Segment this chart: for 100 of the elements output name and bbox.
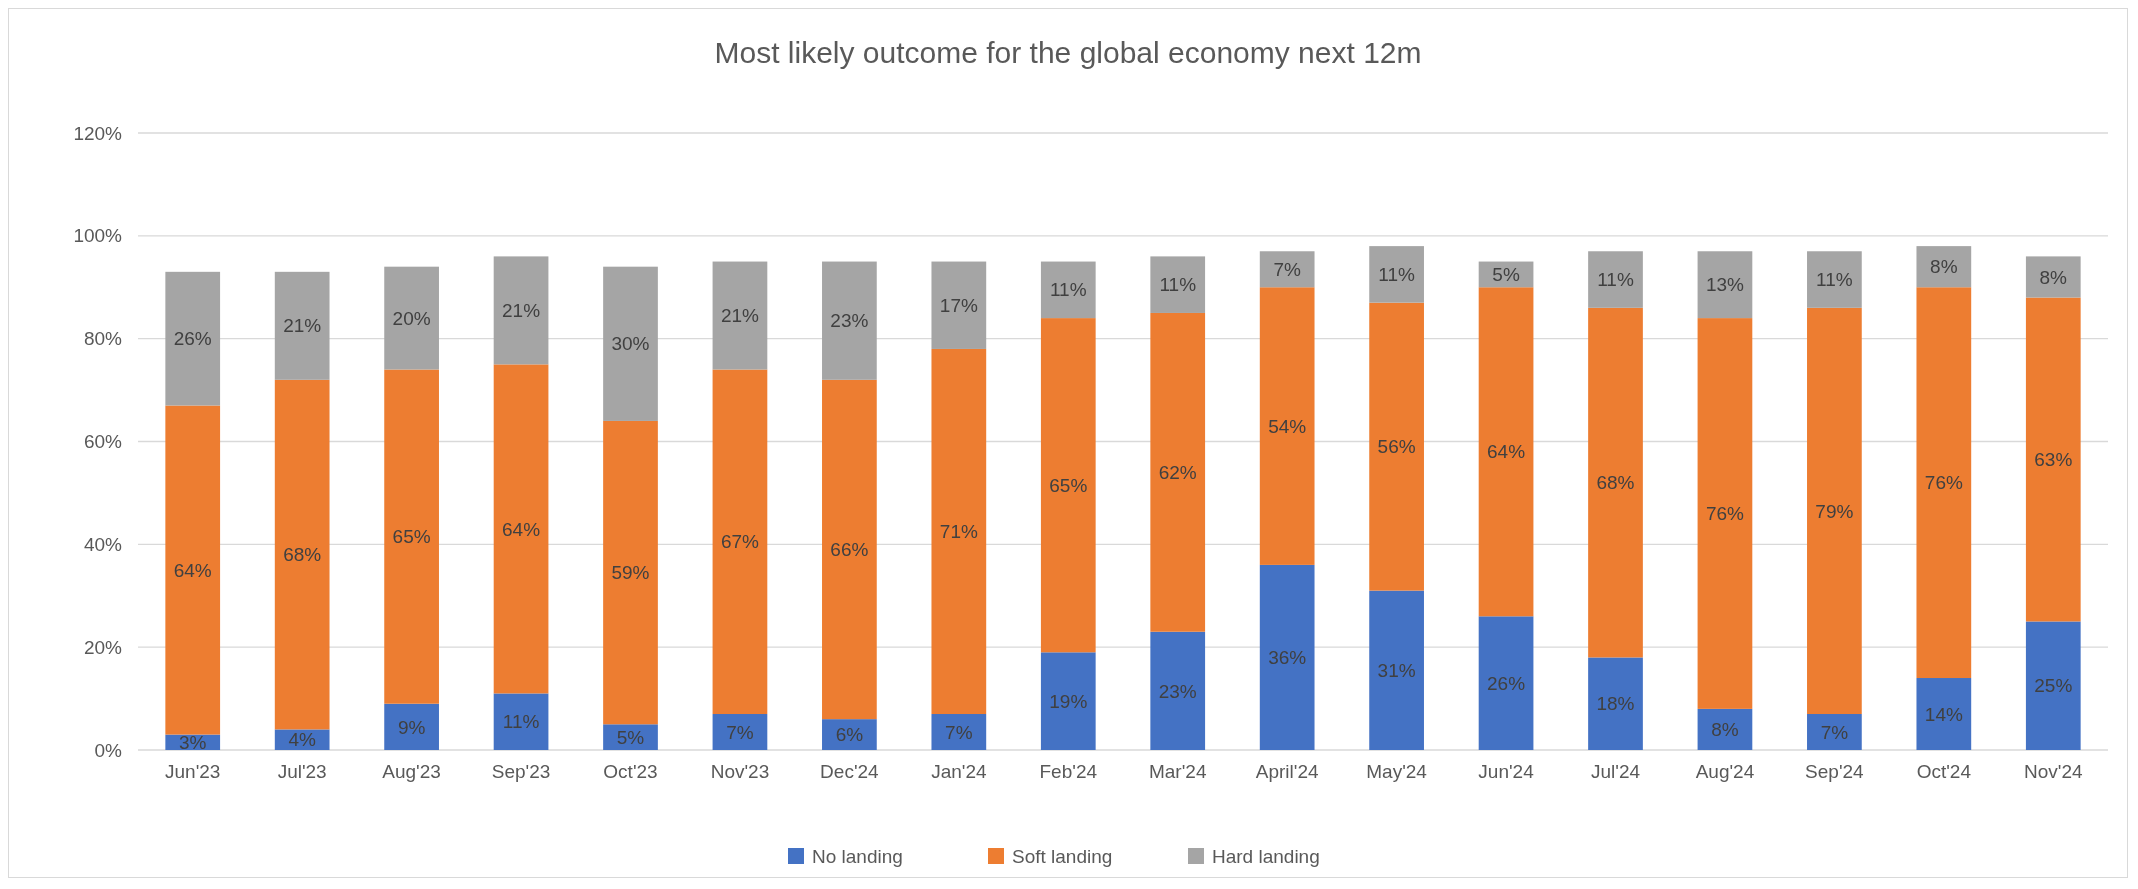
data-label: 64% [1487,441,1526,463]
bar [1697,318,1753,709]
bar [165,271,221,406]
y-tick-label: 60% [83,431,123,453]
x-tick-label: May'24 [1366,761,1428,782]
data-label: 31% [1377,659,1416,681]
x-tick-label: Sep'24 [1805,761,1865,782]
bar [1916,678,1972,750]
bar [1259,251,1315,288]
bar [603,420,658,725]
data-label: 66% [830,539,869,561]
bar [1150,312,1206,632]
data-label: 76% [1924,472,1963,494]
bar [1916,246,1972,288]
x-tick-label: Nov'23 [710,761,770,782]
data-label: 71% [939,521,978,543]
x-tick-label: Oct'24 [1916,761,1972,782]
data-label: 11% [1049,279,1087,301]
data-label: 14% [1924,703,1963,725]
data-label: 54% [1268,415,1307,437]
bar [493,693,549,750]
legend-label: Soft landing [1012,845,1113,867]
bar [712,369,768,715]
x-tick-label: Jan'24 [931,761,987,782]
x-tick-label: Jul'23 [277,761,327,782]
data-label: 11% [502,711,540,733]
bar [384,266,439,370]
data-label: 11% [1159,274,1197,296]
bar [931,348,987,715]
data-label: 59% [611,562,650,584]
bar [1916,287,1972,679]
bar [1697,251,1753,319]
bar [1588,657,1643,750]
data-label: 67% [720,531,760,553]
data-label: 17% [939,294,978,316]
bar [1150,631,1206,750]
bar [1807,251,1862,308]
bar [1369,302,1424,591]
data-label: 11% [1816,269,1853,291]
x-tick-label: April'24 [1255,761,1319,782]
bar [493,256,549,365]
data-label: 6% [835,724,864,746]
data-label: 9% [397,716,426,738]
bar [1369,246,1424,303]
data-label: 5% [616,726,645,748]
x-tick-label: Jun'24 [1478,761,1535,782]
y-tick-label: 40% [83,533,123,555]
bar [274,379,330,730]
bar [1259,564,1315,750]
data-label: 26% [1487,672,1526,694]
data-label: 23% [830,310,869,332]
x-tick-label: Jul'24 [1590,761,1641,782]
bar [822,379,877,720]
bar [1588,307,1643,658]
bar [1478,616,1534,750]
bar [2025,256,2081,298]
data-label: 19% [1049,690,1088,712]
data-label: 21% [502,300,541,322]
data-label: 13% [1705,274,1745,296]
y-tick-label: 80% [83,328,123,350]
legend-label: No landing [812,845,903,867]
data-label: 3% [178,731,207,753]
bar [603,266,658,421]
data-label: 11% [1597,269,1634,291]
data-label: 7% [945,721,973,743]
data-label: 56% [1377,436,1416,458]
bar [1150,256,1206,313]
data-label: 76% [1705,503,1745,525]
bar [1259,287,1315,565]
bar [822,261,877,380]
bar [1807,307,1862,715]
data-label: 8% [1711,719,1739,741]
data-label: 68% [283,544,322,566]
bar [384,369,439,704]
bar [1807,714,1862,750]
bar [931,714,987,750]
x-tick-label: Feb'24 [1039,761,1098,782]
data-label: 62% [1158,462,1197,483]
data-label: 7% [1820,721,1849,743]
data-label: 21% [283,315,322,337]
data-label: 65% [392,526,431,548]
x-tick-label: Oct'23 [603,761,658,782]
x-tick-label: Mar'24 [1148,761,1207,782]
y-tick-label: 120% [73,122,123,144]
bar [2025,621,2081,750]
data-label: 79% [1815,500,1854,522]
x-tick-label: Nov'24 [2024,761,2083,782]
bar [931,261,987,349]
bar [1588,251,1643,308]
bar [493,364,549,694]
data-label: 11% [1378,264,1416,286]
bar [1040,318,1096,653]
y-tick-label: 0% [94,739,123,761]
bar [1040,652,1096,750]
y-tick-label: 100% [73,225,123,247]
bar [2025,297,2081,622]
data-label: 8% [2039,266,2068,288]
data-label: 63% [2034,449,2073,471]
x-tick-label: Jun'23 [165,761,221,782]
data-label: 64% [173,559,212,581]
